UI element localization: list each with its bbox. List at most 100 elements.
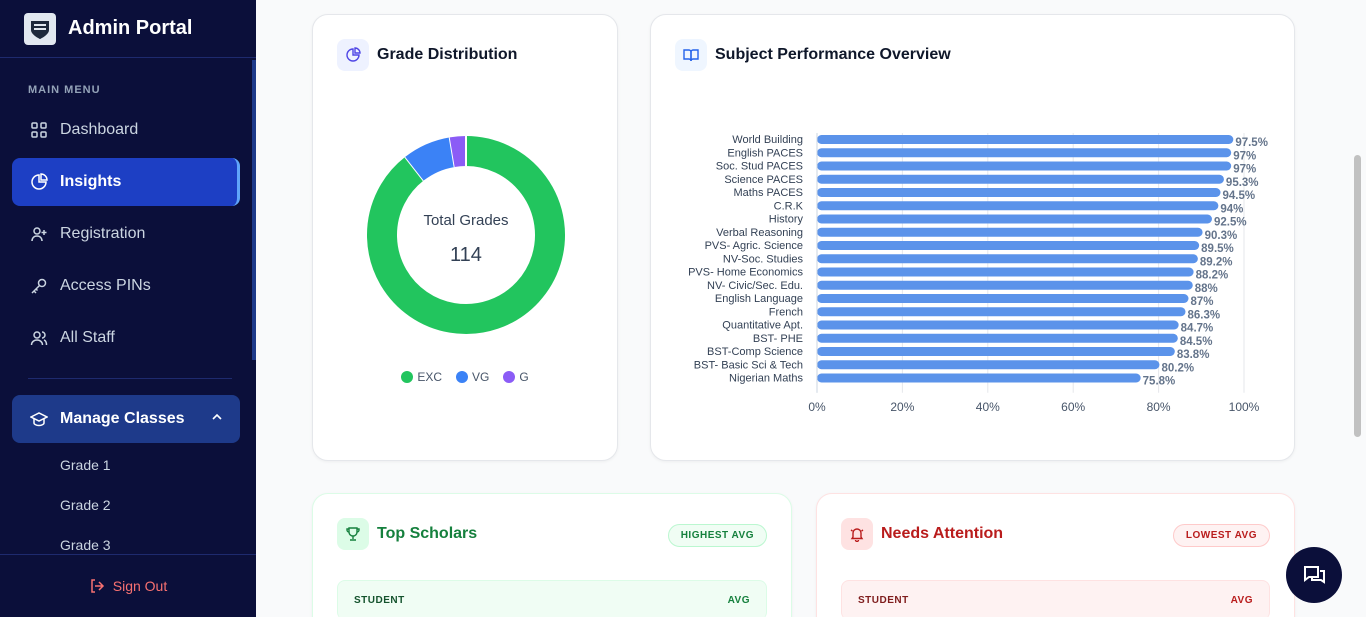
column-header-student[interactable]: STUDENT [858, 595, 909, 606]
bar[interactable] [817, 360, 1160, 370]
sidebar-item-access-pins[interactable]: Access PINs [12, 262, 240, 310]
legend-item-exc[interactable]: EXC [401, 370, 442, 384]
bar[interactable] [817, 320, 1179, 330]
column-header-avg[interactable]: AVG [727, 595, 750, 606]
class-item-grade-2[interactable]: Grade 2 [60, 497, 111, 513]
sidebar: Admin Portal MAIN MENU Dashboard Insight… [0, 0, 256, 617]
sign-out-button[interactable]: Sign Out [89, 578, 167, 594]
bell-alert-icon [841, 518, 873, 550]
class-item-grade-3[interactable]: Grade 3 [60, 537, 111, 553]
sidebar-item-label: Registration [60, 225, 146, 242]
card-title: Subject Performance Overview [715, 46, 951, 63]
bar[interactable] [817, 373, 1141, 383]
chevron-up-icon [210, 410, 224, 429]
highest-avg-badge: HIGHEST AVG [667, 524, 767, 547]
bar[interactable] [817, 135, 1234, 144]
y-tick-label: Soc. Stud PACES [716, 161, 803, 173]
bar[interactable] [817, 241, 1200, 250]
sidebar-item-label: All Staff [60, 329, 115, 346]
bar[interactable] [817, 280, 1193, 290]
sidebar-item-all-staff[interactable]: All Staff [12, 314, 240, 362]
bar[interactable] [817, 201, 1219, 211]
x-tick-label: 40% [976, 400, 1000, 414]
y-tick-label: World Building [732, 134, 803, 146]
subject-performance-card: Subject Performance Overview 0% 20% 40% 60%… [650, 14, 1295, 461]
logout-icon [91, 579, 104, 593]
class-item-grade-1[interactable]: Grade 1 [60, 457, 111, 473]
y-tick-label: C.R.K [774, 200, 804, 212]
user-plus-icon [30, 225, 48, 243]
manage-classes-toggle[interactable]: Manage Classes [12, 395, 240, 443]
bar[interactable] [817, 333, 1178, 343]
sidebar-item-label: Insights [60, 173, 122, 190]
bar-value-label: 75.8% [1143, 376, 1176, 388]
bar-value-label: 83.8% [1177, 349, 1210, 361]
donut-chart: Total Grades 114 [367, 136, 565, 334]
bar-value-label: 84.5% [1180, 336, 1213, 348]
donut-slice-vg[interactable] [405, 137, 456, 181]
bar[interactable] [817, 214, 1212, 224]
sidebar-item-dashboard[interactable]: Dashboard [12, 106, 240, 154]
bar[interactable] [817, 148, 1232, 158]
bar[interactable] [817, 188, 1221, 197]
page-scrollbar[interactable] [1354, 155, 1361, 437]
bar[interactable] [817, 174, 1224, 184]
sidebar-item-insights[interactable]: Insights [12, 158, 240, 206]
x-tick-label: 60% [1061, 400, 1085, 414]
brand-title: Admin Portal [68, 17, 193, 39]
subject-bar-chart: 0% 20% 40% 60% 80% 100% World Building 97.5% Eng… [688, 133, 1268, 414]
bar[interactable] [817, 254, 1198, 264]
y-tick-label: BST-Comp Science [707, 346, 803, 358]
sign-out-area: Sign Out [0, 554, 256, 617]
bar[interactable] [817, 347, 1175, 356]
y-tick-label: BST- Basic Sci & Tech [694, 359, 803, 371]
bar-value-label: 95.3% [1226, 177, 1259, 189]
bar-value-label: 97% [1233, 164, 1256, 176]
donut-slice-g[interactable] [449, 136, 467, 167]
x-tick-label: 80% [1147, 400, 1171, 414]
legend-label: VG [472, 370, 490, 384]
sidebar-item-registration[interactable]: Registration [12, 210, 240, 258]
sidebar-scrollbar[interactable] [252, 60, 256, 360]
bar[interactable] [817, 227, 1203, 237]
x-tick-label: 20% [890, 400, 914, 414]
sidebar-item-label: Dashboard [60, 121, 139, 138]
column-header-avg[interactable]: AVG [1230, 595, 1253, 606]
y-tick-label: PVS- Agric. Science [705, 240, 803, 252]
y-tick-label: Maths PACES [734, 187, 804, 199]
y-tick-label: English PACES [727, 147, 803, 159]
card-title: Grade Distribution [377, 46, 518, 63]
bar-value-label: 92.5% [1214, 217, 1247, 229]
bar[interactable] [817, 267, 1194, 277]
donut-slice-exc[interactable] [367, 136, 565, 334]
attention-table-header: STUDENT AVG [841, 580, 1270, 617]
bar[interactable] [817, 307, 1186, 317]
bar-value-label: 84.7% [1181, 323, 1214, 335]
card-header: Needs Attention [841, 518, 1003, 550]
bar-value-label: 89.5% [1201, 243, 1234, 255]
bar[interactable] [817, 161, 1232, 171]
book-open-icon [675, 39, 707, 71]
y-tick-label: PVS- Home Economics [688, 267, 803, 279]
x-tick-label: 100% [1229, 400, 1260, 414]
donut-center-value: 114 [450, 244, 482, 266]
chat-support-button[interactable] [1286, 547, 1342, 603]
bar-value-label: 94.5% [1223, 190, 1256, 202]
brand: Admin Portal [0, 0, 256, 58]
bar-value-label: 97% [1233, 150, 1256, 162]
x-tick-label: 0% [808, 400, 826, 414]
y-tick-label: Verbal Reasoning [716, 227, 803, 239]
legend-item-vg[interactable]: VG [456, 370, 489, 384]
chat-icon [1304, 566, 1325, 584]
sign-out-label: Sign Out [112, 578, 168, 594]
bar-value-label: 87% [1190, 296, 1213, 308]
sidebar-item-label: Access PINs [60, 277, 151, 294]
bar-value-label: 90.3% [1205, 230, 1238, 242]
legend-item-g[interactable]: G [503, 370, 529, 384]
column-header-student[interactable]: STUDENT [354, 595, 405, 606]
y-tick-label: History [769, 214, 804, 226]
grade-distribution-card: Grade Distribution Total Grades 114 EXC … [312, 14, 618, 461]
bar[interactable] [817, 294, 1189, 303]
bar-value-label: 97.5% [1235, 137, 1268, 149]
y-tick-label: English Language [715, 293, 803, 305]
